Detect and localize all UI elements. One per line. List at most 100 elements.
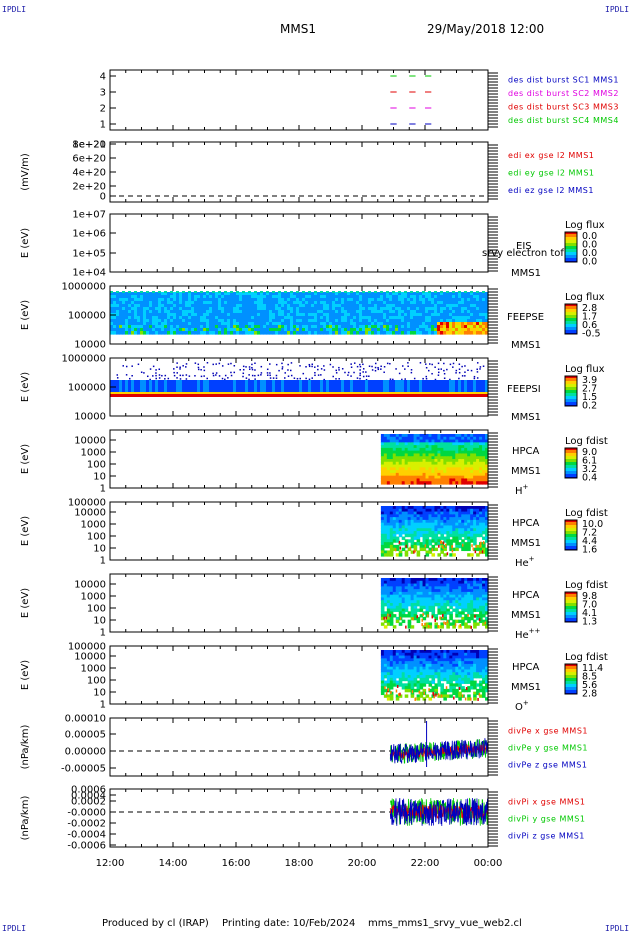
heatmap-cell (362, 368, 365, 370)
heatmap-cell (203, 316, 207, 320)
heatmap-cell (386, 544, 391, 549)
heatmap-cell (410, 522, 415, 527)
heatmap-cell (374, 319, 378, 323)
heatmap-cell (431, 603, 436, 607)
heatmap-cell (476, 459, 480, 463)
heatmap-cell (110, 331, 114, 335)
heatmap-cell (245, 331, 249, 335)
heatmap-cell (416, 514, 421, 518)
heatmap-cell (449, 517, 453, 521)
heatmap-cell (434, 331, 438, 335)
heatmap-cell (302, 295, 306, 299)
heatmap-cell (191, 325, 195, 329)
heatmap-cell (395, 310, 399, 314)
heatmap-cell (371, 369, 374, 371)
heatmap-cell (440, 536, 444, 540)
heatmap-cell (431, 307, 435, 311)
heatmap-cell (434, 366, 436, 368)
heatmap-cell (389, 619, 394, 624)
heatmap-cell (443, 578, 447, 582)
heatmap-cell (437, 539, 441, 543)
heatmap-cell (416, 307, 420, 311)
heatmap-cell (269, 374, 271, 377)
heatmap-cell (401, 295, 405, 299)
heatmap-cell (176, 316, 180, 320)
heatmap-cell (416, 291, 419, 293)
heatmap-cell (464, 291, 467, 293)
heatmap-cell (266, 380, 270, 392)
heatmap-cell (444, 621, 447, 625)
heatmap-cell (281, 313, 285, 317)
heatmap-cell (422, 616, 427, 621)
heatmap-cell (245, 366, 247, 368)
heatmap-cell (221, 319, 225, 323)
heatmap-cell (233, 298, 237, 302)
heatmap-cell (485, 514, 489, 518)
heatmap-cell (401, 365, 404, 367)
heatmap-cell (161, 298, 165, 302)
heatmap-cell (446, 600, 450, 604)
heatmap-cell (464, 442, 468, 446)
heatmap-cell (416, 580, 421, 585)
heatmap-cell (293, 310, 297, 314)
heatmap-cell (251, 304, 255, 308)
heatmap-cell (194, 328, 198, 332)
heatmap-cell (404, 322, 408, 326)
heatmap-cell (449, 467, 453, 471)
heatmap-cell (380, 313, 384, 317)
heatmap-cell (395, 325, 399, 329)
heatmap-cell (428, 506, 433, 510)
heatmap-cell (227, 298, 231, 302)
heatmap-cell (449, 439, 453, 443)
heatmap-cell (422, 380, 426, 392)
heatmap-cell (470, 304, 474, 308)
heatmap-cell (416, 553, 421, 557)
heatmap-cell (386, 553, 391, 557)
heatmap-cell (251, 292, 255, 296)
heatmap-cell (458, 304, 462, 308)
heatmap-cell (371, 322, 375, 326)
heatmap-cell (350, 301, 354, 305)
heatmap-cell (437, 531, 441, 535)
heatmap-cell (119, 316, 123, 320)
heatmap-cell (446, 525, 450, 529)
heatmap-cell (401, 619, 406, 624)
heatmap-cell (419, 605, 424, 610)
heatmap-cell (125, 301, 129, 305)
heatmap-cell (338, 291, 341, 293)
heatmap-cell (284, 372, 286, 374)
heatmap-cell (344, 304, 348, 308)
heatmap-cell (413, 322, 417, 326)
heatmap-cell (308, 316, 312, 320)
heatmap-cell (329, 363, 332, 366)
heatmap-cell (263, 310, 267, 314)
heatmap-cell (206, 313, 210, 317)
heatmap-cell (386, 603, 391, 607)
heatmap-cell (470, 331, 474, 335)
heatmap-cell (395, 322, 399, 326)
heatmap-cell (474, 614, 476, 618)
heatmap-cells (110, 362, 489, 397)
heatmap-cell (389, 313, 393, 317)
heatmap-cell (473, 608, 477, 612)
heatmap-cell (395, 603, 400, 607)
heatmap-cell (275, 307, 279, 311)
heatmap-cell (473, 375, 476, 378)
panel-frame-1 (109, 69, 489, 131)
heatmap-cell (374, 322, 378, 326)
heatmap-cell (428, 589, 433, 593)
heatmap-cell (368, 295, 372, 299)
heatmap-cell (353, 292, 357, 296)
heatmap-cell (110, 328, 114, 332)
colorbar-swatch (565, 232, 577, 234)
heatmap-cell (293, 295, 297, 299)
heatmap-cell (392, 295, 396, 299)
heatmap-cell (407, 578, 412, 582)
heatmap-cell (272, 325, 276, 329)
heatmap-cell (149, 313, 153, 317)
heatmap-cell (455, 478, 459, 482)
heatmap-cell (143, 322, 147, 326)
heatmap-cell (404, 533, 409, 538)
heatmap-cell (443, 372, 446, 375)
heatmap-cell (176, 298, 180, 302)
